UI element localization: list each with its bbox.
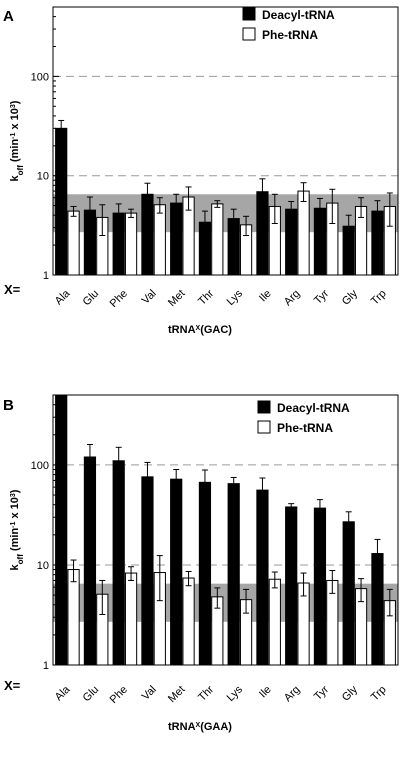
- legend-label: Deacyl-tRNA: [277, 401, 350, 415]
- legend-swatch: [257, 400, 271, 414]
- y-tick-label: 10: [37, 560, 49, 572]
- legend: Deacyl-tRNA Phe-tRNA: [257, 400, 350, 435]
- category-label: Trp: [369, 684, 389, 704]
- legend-swatch: [257, 420, 271, 434]
- y-tick-label: 10: [37, 171, 49, 183]
- y-tick-label: 100: [31, 71, 49, 83]
- y-tick-label: 100: [31, 460, 49, 472]
- category-label: Arg: [282, 684, 303, 705]
- category-label: Val: [140, 288, 159, 307]
- legend: Deacyl-tRNA Phe-tRNA: [242, 7, 335, 42]
- bar-phe-thr: [211, 203, 224, 276]
- x-equals-label: X=: [4, 678, 21, 693]
- bar-deacyl-gly: [342, 521, 355, 666]
- panel-letter: A: [3, 8, 14, 25]
- category-label: Lys: [225, 683, 246, 704]
- bar-phe-met: [182, 577, 195, 666]
- category-label: Glu: [81, 288, 102, 309]
- bar-phe-ala: [67, 569, 80, 666]
- y-axis-title: koff (min-1 x 103): [9, 489, 25, 570]
- category-label: Gly: [340, 287, 361, 308]
- category-label: Met: [166, 684, 187, 705]
- x-equals-label: X=: [4, 282, 21, 297]
- category-label: Ile: [257, 684, 274, 701]
- bar-deacyl-tyr: [313, 507, 327, 666]
- shaded-band: [53, 194, 398, 233]
- bar-deacyl-met: [170, 478, 183, 666]
- bar-phe-ala: [67, 210, 80, 276]
- category-label: Thr: [196, 287, 216, 307]
- axis-frame: [52, 394, 399, 666]
- category-label: Tyr: [312, 683, 332, 703]
- bar-phe-val: [153, 204, 166, 276]
- category-label: Ala: [53, 683, 73, 703]
- legend-label: Deacyl-tRNA: [262, 8, 335, 22]
- bar-deacyl-ala: [55, 127, 68, 276]
- bar-phe-phe: [124, 212, 138, 276]
- category-label: Gly: [340, 683, 361, 704]
- category-label: Met: [166, 288, 187, 309]
- category-label: Phe: [108, 288, 130, 310]
- bar-deacyl-val: [141, 476, 154, 666]
- category-label: Thr: [196, 683, 216, 703]
- y-axis-title: koff (min-1 x 103): [9, 100, 25, 181]
- category-label: Trp: [369, 288, 389, 308]
- bar-deacyl-glu: [83, 456, 97, 666]
- bar-phe-arg: [297, 190, 310, 276]
- y-tick-label: 1: [43, 270, 49, 282]
- chart-panel-a: A 1 10 100 Ala Glu Phe Val Met Thr Lys Ile Arg Tyr Gly…: [3, 6, 399, 336]
- bar-deacyl-ile: [256, 489, 269, 666]
- legend-label: Phe-tRNA: [262, 28, 318, 42]
- category-label: Tyr: [312, 287, 332, 307]
- bar-phe-phe: [124, 572, 138, 666]
- bar-deacyl-lys: [227, 483, 240, 666]
- bar-deacyl-phe: [112, 460, 125, 666]
- category-label: Val: [140, 684, 159, 703]
- category-label: Phe: [108, 684, 130, 706]
- x-axis-title: tRNAX(GAC): [168, 324, 232, 336]
- bar-deacyl-ala: [55, 394, 68, 666]
- category-label: Lys: [225, 287, 246, 308]
- legend-label: Phe-tRNA: [277, 421, 333, 435]
- bar-phe-ile: [268, 578, 281, 666]
- axis-frame: [52, 6, 399, 276]
- category-label: Ala: [53, 287, 73, 307]
- panel-letter: B: [3, 397, 14, 414]
- category-label: Ile: [257, 288, 274, 305]
- category-label: Glu: [81, 684, 102, 705]
- bar-deacyl-arg: [285, 506, 298, 666]
- legend-swatch: [242, 27, 256, 41]
- x-axis-title: tRNAX(GAA): [168, 721, 232, 733]
- y-tick-label: 1: [43, 660, 49, 672]
- chart-panel-b: B 1 10 100 Ala Glu Phe Val Met Thr Lys Ile Arg Tyr Gly…: [3, 394, 399, 733]
- category-label: Arg: [282, 288, 303, 309]
- bar-deacyl-thr: [198, 481, 212, 666]
- legend-swatch: [242, 7, 256, 21]
- shaded-band: [53, 583, 398, 622]
